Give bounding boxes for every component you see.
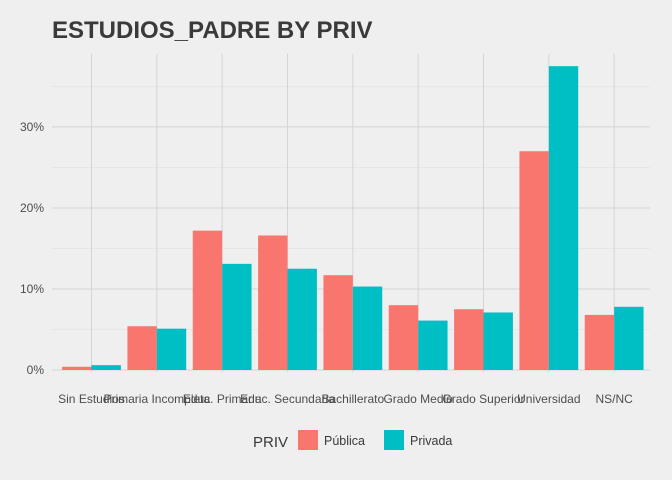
y-tick-label: 10% xyxy=(20,282,44,296)
bar-publica xyxy=(454,309,484,370)
x-tick-label: Primaria Incompleta xyxy=(103,392,210,406)
bar-privada xyxy=(222,263,252,370)
y-tick-label: 30% xyxy=(20,120,44,134)
bar-publica xyxy=(258,235,288,370)
x-tick-label: Sin Estudios xyxy=(58,392,125,406)
bar-privada xyxy=(352,286,383,370)
chart-title: ESTUDIOS_PADRE BY PRIV xyxy=(52,17,373,44)
legend-label: Privada xyxy=(410,434,452,448)
bar-privada xyxy=(287,268,317,370)
bar-publica xyxy=(519,151,549,370)
legend-title: PRIV xyxy=(253,434,288,451)
x-tick-label: Grado Superior xyxy=(442,392,524,406)
legend-swatch xyxy=(298,430,318,450)
x-tick-label: Bachillerato xyxy=(321,392,384,406)
y-tick-label: 0% xyxy=(27,363,45,377)
bar-privada xyxy=(614,306,644,370)
legend-swatch xyxy=(384,430,404,450)
x-tick-label: Educ. Secundaria xyxy=(240,392,335,406)
bars xyxy=(62,66,644,371)
x-tick-label: Universidad xyxy=(517,392,580,406)
bar-privada xyxy=(418,320,448,370)
bar-privada xyxy=(548,66,579,371)
bar-publica xyxy=(323,275,353,370)
x-tick-label: Educ. Primaria xyxy=(183,392,262,406)
legend: PRIV Pública Privada xyxy=(253,430,452,451)
bar-publica xyxy=(388,305,419,370)
y-tick-label: 20% xyxy=(20,201,44,215)
bar-privada xyxy=(156,328,187,370)
legend-label: Pública xyxy=(324,434,365,448)
bar-privada xyxy=(91,365,121,370)
x-tick-label: NS/NC xyxy=(595,392,633,406)
bar-privada xyxy=(483,312,513,370)
bar-publica xyxy=(584,314,615,370)
bar-publica xyxy=(62,366,92,370)
x-tick-label: Grado Medio xyxy=(383,392,453,406)
bar-publica xyxy=(192,230,223,370)
bar-publica xyxy=(127,326,157,370)
